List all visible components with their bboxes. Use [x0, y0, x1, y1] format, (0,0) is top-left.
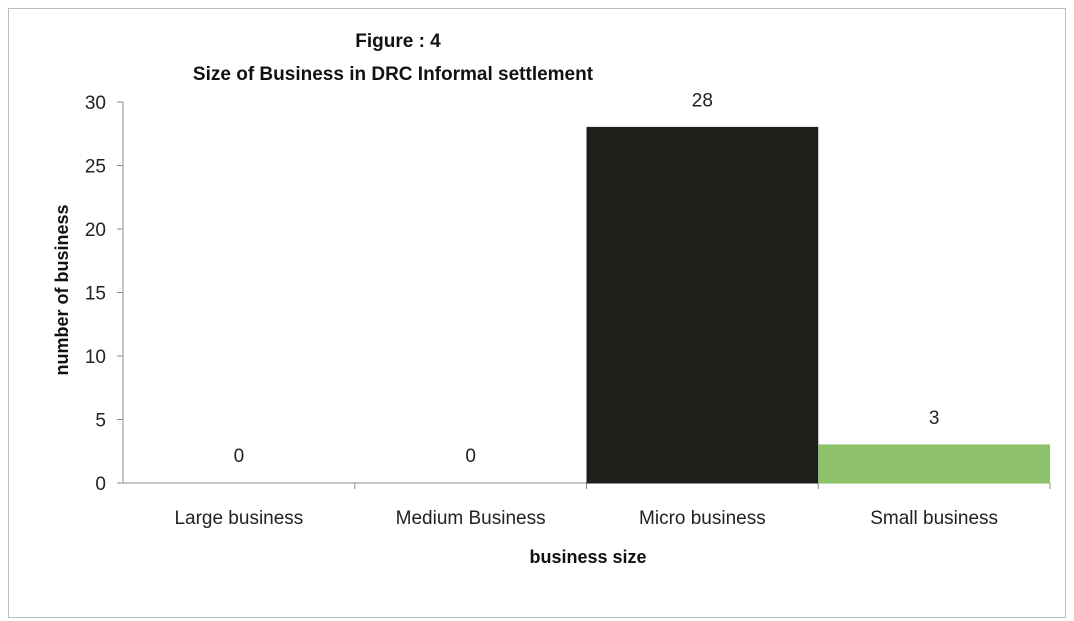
- x-tick-label: Large business: [174, 508, 303, 529]
- x-tick-label: Micro business: [639, 508, 766, 529]
- data-label: 0: [465, 446, 476, 467]
- y-tick-label: 15: [85, 284, 106, 305]
- data-label: 0: [234, 446, 245, 467]
- y-tick-label: 0: [95, 474, 106, 495]
- x-tick-label: Small business: [870, 508, 998, 529]
- data-label: 3: [929, 408, 940, 429]
- data-labels: 0 0 28 3: [234, 90, 940, 467]
- x-axis: Large business Medium Business Micro busin…: [123, 482, 1051, 529]
- y-axis: 0 5 10 15 20 25 30: [85, 93, 124, 495]
- y-tick-label: 10: [85, 347, 106, 368]
- y-tick-label: 30: [85, 93, 106, 114]
- y-tick-label: 25: [85, 157, 106, 178]
- bar: [818, 444, 1050, 484]
- bars: [586, 126, 1050, 484]
- chart-frame: [8, 8, 1066, 618]
- y-tick-label: 5: [95, 411, 106, 432]
- chart-title: Figure : 4: [355, 31, 441, 52]
- x-axis-title: business size: [529, 547, 646, 567]
- x-tick-label: Medium Business: [396, 508, 546, 529]
- y-axis-title: number of business: [52, 204, 72, 375]
- y-tick-label: 20: [85, 220, 106, 241]
- data-label: 28: [692, 90, 713, 111]
- chart-subtitle: Size of Business in DRC Informal settlem…: [193, 64, 594, 85]
- bar: [586, 126, 819, 484]
